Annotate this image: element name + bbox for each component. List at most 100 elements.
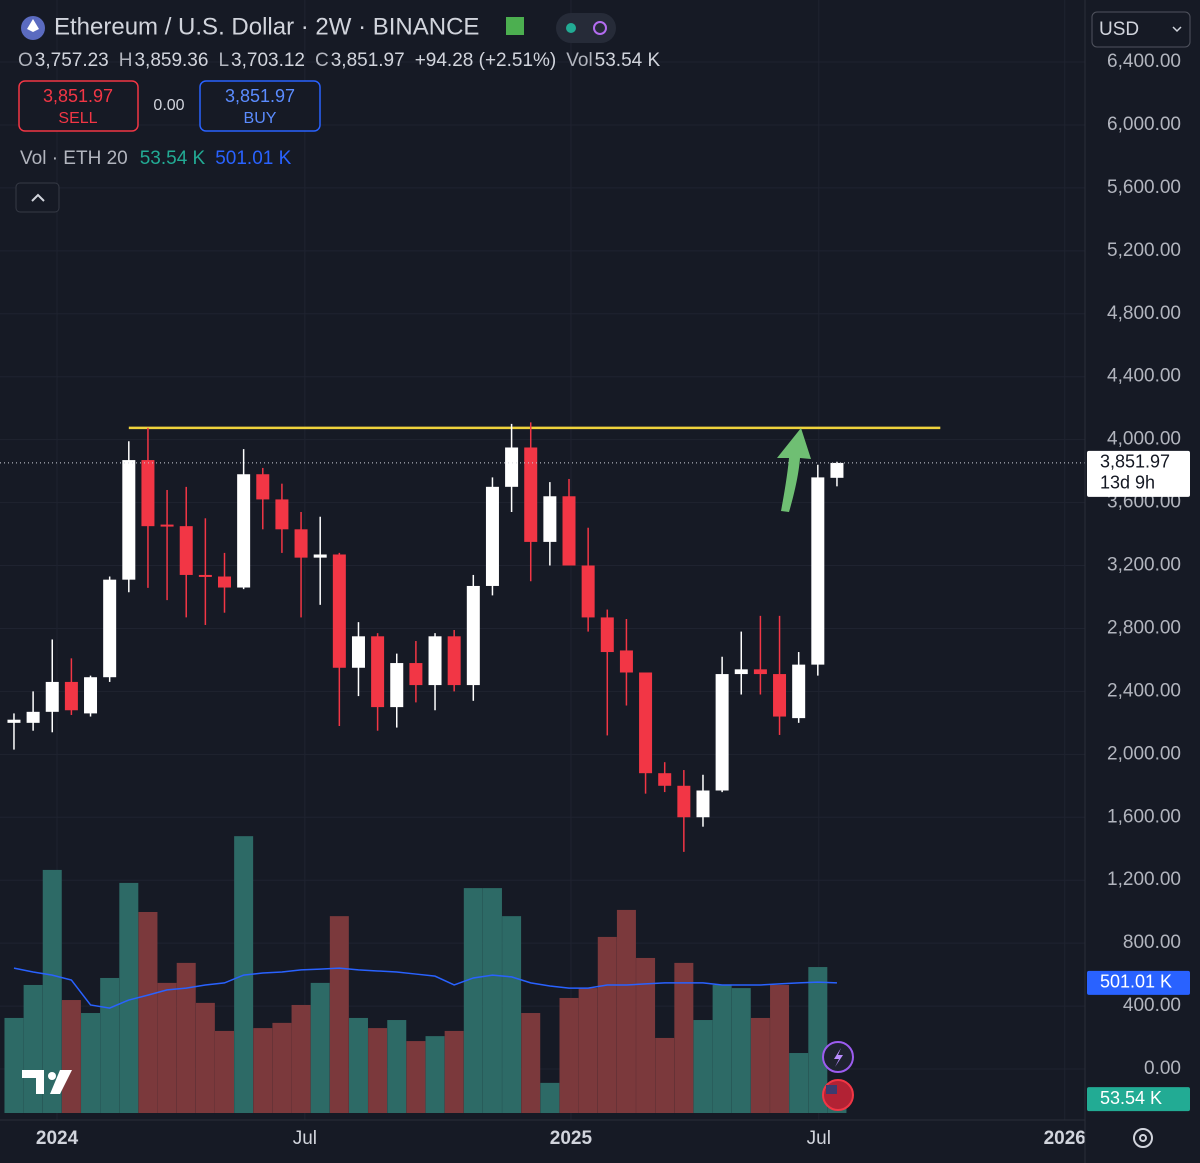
status-pill[interactable] [556, 13, 616, 43]
volume-bar [387, 1020, 407, 1113]
ohlc-key: H [119, 50, 133, 71]
change: +94.28 (+2.51%) [415, 50, 557, 71]
volume-bar [310, 982, 330, 1113]
candle-body [524, 447, 538, 542]
candle-body [581, 565, 595, 618]
indicator-name: Vol · ETH 20 [20, 148, 128, 169]
candle-body [256, 474, 270, 500]
sell-price: 3,851.97 [43, 86, 113, 106]
candle-body [218, 576, 232, 588]
price-tag [1087, 450, 1190, 497]
ohlc-key: L [218, 50, 229, 71]
currency-select[interactable] [1091, 11, 1191, 48]
ohlc-row: O 3,757.23 H 3,859.36 L 3,703.12 C 3,851.97 +94.… [18, 50, 660, 71]
candle-body [26, 711, 40, 723]
volume-bar [4, 1017, 24, 1113]
candle-body [773, 674, 787, 717]
candle-body [160, 524, 174, 527]
y-tick-label: 4,000.00 [1107, 429, 1181, 450]
spread: 0.00 [153, 97, 184, 114]
collapse-button[interactable] [15, 182, 60, 213]
y-tick-label: 6,400.00 [1107, 51, 1181, 72]
candle-body [7, 719, 21, 723]
volume-tag-label: 53.54 K [1100, 1088, 1162, 1108]
y-tick-label: 1,600.00 [1107, 806, 1181, 827]
volume-bar [61, 1000, 81, 1113]
candle-body [390, 663, 404, 708]
volume-bar [540, 1082, 560, 1113]
candle-body [122, 460, 136, 580]
volume-bar [808, 967, 828, 1113]
candle-body [313, 554, 327, 558]
volume-bar [712, 984, 732, 1113]
ohlc-value: 3,851.97 [331, 50, 405, 71]
volume-bar [655, 1037, 675, 1113]
volume-bar [348, 1017, 368, 1113]
volume-bar [272, 1022, 292, 1113]
volume-bar [425, 1036, 445, 1113]
y-tick-label: 5,600.00 [1107, 177, 1181, 198]
volume-bar [42, 869, 62, 1113]
buy-label: BUY [244, 110, 277, 127]
flag-icon [826, 1085, 837, 1094]
settings-button[interactable] [1133, 1128, 1153, 1148]
y-tick-label: 1,200.00 [1107, 869, 1181, 890]
candle-body [179, 526, 193, 575]
status-dot [566, 23, 576, 33]
volume-bar [215, 1030, 235, 1113]
candle-body [428, 636, 442, 686]
candle-body [600, 617, 614, 653]
volume-bar [100, 977, 120, 1113]
indicator-volume: 53.54 K [140, 148, 206, 169]
settings-icon [1139, 1134, 1147, 1142]
candle-body [64, 681, 78, 711]
sell-button[interactable] [18, 80, 139, 132]
volume-bar [731, 988, 751, 1113]
candle-body [696, 790, 710, 818]
volume-bar [444, 1030, 464, 1113]
volume-bar [138, 911, 158, 1113]
volume-bar [693, 1020, 713, 1113]
volume-bar [521, 1013, 541, 1113]
volume-bar [559, 997, 579, 1113]
volume-bar [770, 984, 790, 1113]
candle-body [45, 681, 59, 712]
y-tick-label: 6,000.00 [1107, 114, 1181, 135]
y-tick-label: 2,400.00 [1107, 680, 1181, 701]
tv-logo [22, 1070, 72, 1094]
currency: USD [1099, 19, 1139, 40]
ma-tag [1087, 970, 1190, 995]
buy-button[interactable] [199, 80, 321, 132]
vol-value: 53.54 K [595, 50, 661, 71]
candle-body [734, 669, 748, 675]
volume-bar [616, 909, 636, 1113]
volume-bar [329, 916, 349, 1113]
sell-label: SELL [58, 110, 97, 127]
y-tick-label: 4,400.00 [1107, 366, 1181, 387]
ohlc-value: 3,757.23 [35, 50, 109, 71]
countdown: 13d 9h [1100, 473, 1155, 493]
x-tick-label: Jul [807, 1128, 831, 1149]
candle-body [141, 460, 155, 527]
ma-tag-label: 501.01 K [1100, 972, 1172, 992]
events-icon [834, 1048, 843, 1067]
y-tick-label: 400.00 [1123, 995, 1181, 1016]
volume-bar [463, 888, 483, 1113]
economic-events-icon[interactable] [822, 1079, 854, 1111]
candle-body [792, 664, 806, 719]
volume-bar [636, 957, 656, 1113]
coin-icon [27, 19, 39, 32]
candle-body [294, 529, 308, 558]
candle-body [351, 636, 365, 668]
candle-body [715, 674, 729, 791]
vol-key: Vol [566, 50, 592, 71]
volume-bar [291, 1004, 311, 1113]
volume-bar [578, 988, 598, 1113]
indicator-row: Vol · ETH 20 53.54 K 501.01 K [20, 148, 292, 169]
candle-body [103, 579, 117, 678]
volume-bar [176, 962, 196, 1113]
y-tick-label: 800.00 [1123, 932, 1181, 953]
volume-bar [253, 1028, 273, 1113]
volume-bar [157, 982, 177, 1113]
